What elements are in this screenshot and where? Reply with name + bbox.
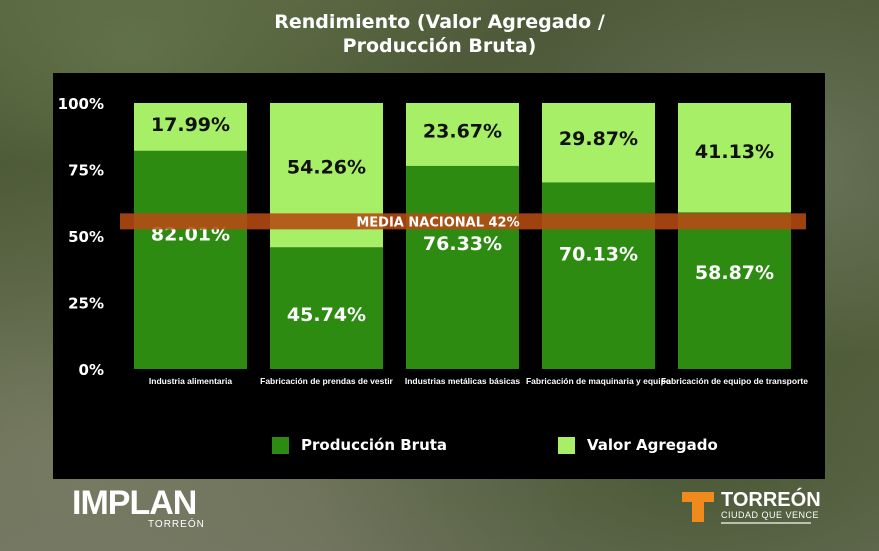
torreon-tower-icon [682, 492, 714, 522]
x-tick-label: Industria alimentaria [149, 376, 232, 386]
y-tick-label: 0% [79, 361, 104, 379]
x-tick-label: Fabricación de prendas de vestir [260, 376, 393, 386]
data-label-produccion-bruta: 45.74% [287, 304, 366, 326]
bar-segment-produccion-bruta [542, 182, 655, 369]
torreon-tagline: CIUDAD QUE VENCE [721, 510, 819, 520]
data-label-produccion-bruta: 70.13% [559, 243, 638, 265]
bar-segment-produccion-bruta [134, 151, 247, 369]
implan-subtitle: TORREÓN [148, 519, 205, 530]
y-tick-label: 75% [68, 162, 104, 180]
data-label-valor-agregado: 17.99% [151, 114, 230, 136]
x-tick-label: Fabricación de equipo de transporte [661, 376, 808, 386]
data-label-valor-agregado: 54.26% [287, 157, 366, 179]
data-label-valor-agregado: 41.13% [695, 141, 774, 163]
legend-swatch-valor-agregado [558, 437, 575, 454]
y-tick-label: 100% [58, 95, 104, 113]
legend-swatch-produccion-bruta [272, 437, 289, 454]
torreon-fine-line [721, 522, 811, 524]
x-tick-label: Industrias metálicas básicas [405, 376, 521, 386]
data-label-produccion-bruta: 58.87% [695, 262, 774, 284]
implan-logo: IMPLAN [72, 485, 196, 521]
data-label-valor-agregado: 29.87% [559, 128, 638, 150]
legend-label-valor-agregado: Valor Agregado [587, 436, 718, 454]
data-label-produccion-bruta: 76.33% [423, 233, 502, 255]
legend-item-produccion-bruta: Producción Bruta [272, 436, 447, 454]
legend-label-produccion-bruta: Producción Bruta [301, 436, 447, 454]
y-tick-label: 25% [68, 295, 104, 313]
bar-segment-produccion-bruta [678, 212, 791, 369]
reference-label-media-nacional: MEDIA NACIONAL 42% [356, 215, 519, 230]
x-tick-label: Fabricación de maquinaria y equipo [526, 376, 671, 386]
bar-segment-produccion-bruta [406, 166, 519, 369]
data-label-valor-agregado: 23.67% [423, 121, 502, 143]
torreon-logo-text: TORREÓN [721, 489, 821, 511]
y-tick-label: 50% [68, 228, 104, 246]
legend-item-valor-agregado: Valor Agregado [558, 436, 718, 454]
